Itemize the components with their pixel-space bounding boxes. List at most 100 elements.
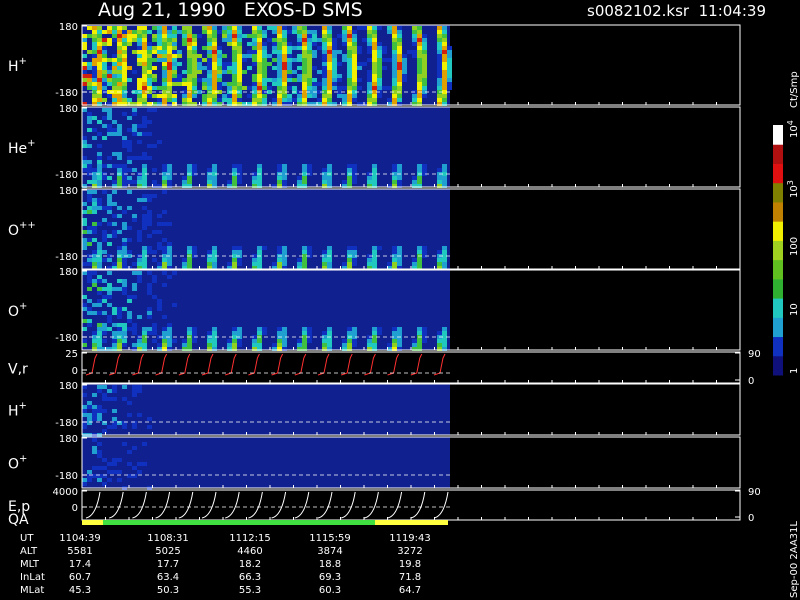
spectrogram-cell xyxy=(142,206,147,210)
spectrogram-cell xyxy=(102,218,107,222)
spectrogram-cell xyxy=(217,82,222,86)
spectrogram-cell xyxy=(117,168,122,172)
spectrogram-cell xyxy=(147,54,152,58)
spectrogram-cell xyxy=(97,258,102,262)
spectrogram-cell xyxy=(97,164,102,168)
spectrogram-cell xyxy=(137,86,142,90)
spectrogram-cell xyxy=(142,250,147,254)
panel-label: H+ xyxy=(8,56,27,75)
spectrogram-cell xyxy=(92,303,97,307)
spectrogram-cell xyxy=(202,98,207,102)
spectrogram-cell xyxy=(87,226,92,230)
spectrogram-cell xyxy=(342,34,347,38)
spectrogram-cell xyxy=(207,331,212,335)
spectrogram-cell xyxy=(102,385,107,389)
spectrogram-cell xyxy=(367,42,372,46)
spectrogram-cell xyxy=(87,405,92,409)
spectrogram-cell xyxy=(177,62,182,66)
spectrogram-cell xyxy=(442,90,447,94)
spectrogram-cell xyxy=(302,78,307,82)
spectrogram-cell xyxy=(192,38,197,42)
spectrogram-cell xyxy=(252,38,257,42)
spectrogram-cell xyxy=(257,168,262,172)
spectrogram-cell xyxy=(417,176,422,180)
spectrogram-cell xyxy=(257,266,262,270)
spectrogram-cell xyxy=(112,307,117,311)
spectrogram-cell xyxy=(302,46,307,50)
spectrogram-cell xyxy=(222,38,227,42)
table-cell: 17.4 xyxy=(69,559,91,570)
spectrogram-cell xyxy=(322,46,327,50)
spectrogram-cell xyxy=(142,54,147,58)
spectrogram-cell xyxy=(107,30,112,34)
spectrogram-cell xyxy=(127,116,132,120)
spectrogram-cell xyxy=(237,70,242,74)
spectrogram-cell xyxy=(112,128,117,132)
spectrogram-cell xyxy=(87,34,92,38)
spectrogram-cell xyxy=(102,74,107,78)
spectrogram-cell xyxy=(142,347,147,351)
spectrogram-cell xyxy=(272,347,277,351)
spectrogram-cell xyxy=(192,94,197,98)
spectrogram-cell xyxy=(237,246,242,250)
spectrogram-cell xyxy=(102,50,107,54)
y2-tick-label: 90 xyxy=(748,349,761,360)
spectrogram-cell xyxy=(182,266,187,270)
spectrogram-cell xyxy=(82,144,87,148)
spectrogram-cell xyxy=(302,54,307,58)
spectrogram-cell xyxy=(417,46,422,50)
trace xyxy=(225,353,237,376)
spectrogram-cell xyxy=(82,262,87,266)
spectrogram-cell xyxy=(142,442,147,446)
spectrogram-cell xyxy=(437,42,442,46)
spectrogram-cell xyxy=(397,102,402,106)
spectrogram-cell xyxy=(212,54,217,58)
spectrogram-cell xyxy=(287,86,292,90)
spectrogram-cell xyxy=(257,70,262,74)
spectrogram-cell xyxy=(117,315,122,319)
spectrogram-cell xyxy=(327,42,332,46)
spectrogram-cell xyxy=(422,86,427,90)
spectrogram-cell xyxy=(162,172,167,176)
spectrogram-cell xyxy=(207,258,212,262)
spectrogram-cell xyxy=(257,26,262,30)
spectrogram-cell xyxy=(232,34,237,38)
spectrogram-cell xyxy=(392,78,397,82)
spectrogram-cell xyxy=(117,230,122,234)
spectrogram-cell xyxy=(342,30,347,34)
spectrogram-cell xyxy=(357,50,362,54)
spectrogram-cell xyxy=(127,295,132,299)
spectrogram-cell xyxy=(417,164,422,168)
spectrogram-cell xyxy=(82,242,87,246)
spectrogram-cell xyxy=(162,180,167,184)
spectrogram-cell xyxy=(307,54,312,58)
spectrogram-cell xyxy=(92,438,97,442)
spectrogram-cell xyxy=(412,42,417,46)
spectrogram-cell xyxy=(142,246,147,250)
table-cell: 1115:59 xyxy=(309,533,351,544)
spectrogram-cell xyxy=(167,180,172,184)
spectrogram-cell xyxy=(82,54,87,58)
spectrogram-cell xyxy=(82,38,87,42)
spectrogram-cell xyxy=(282,180,287,184)
spectrogram-cell xyxy=(182,82,187,86)
spectrogram-cell xyxy=(112,287,117,291)
spectrogram-cell xyxy=(302,331,307,335)
trace xyxy=(155,491,171,519)
spectrogram-cell xyxy=(437,262,442,266)
qa-bar xyxy=(103,520,375,525)
spectrogram-cell xyxy=(137,26,142,30)
spectrogram-cell xyxy=(87,190,92,194)
spectrogram-cell xyxy=(307,46,312,50)
spectrogram-cell xyxy=(142,86,147,90)
spectrogram-cell xyxy=(197,78,202,82)
trace xyxy=(317,353,330,376)
spectrogram-cell xyxy=(297,26,302,30)
spectrogram-cell xyxy=(207,250,212,254)
spectrogram-cell xyxy=(137,347,142,351)
spectrogram-cell xyxy=(402,54,407,58)
spectrogram-cell xyxy=(207,66,212,70)
spectrogram-cell xyxy=(442,62,447,66)
spectrogram-cell xyxy=(102,250,107,254)
spectrogram-cell xyxy=(442,246,447,250)
